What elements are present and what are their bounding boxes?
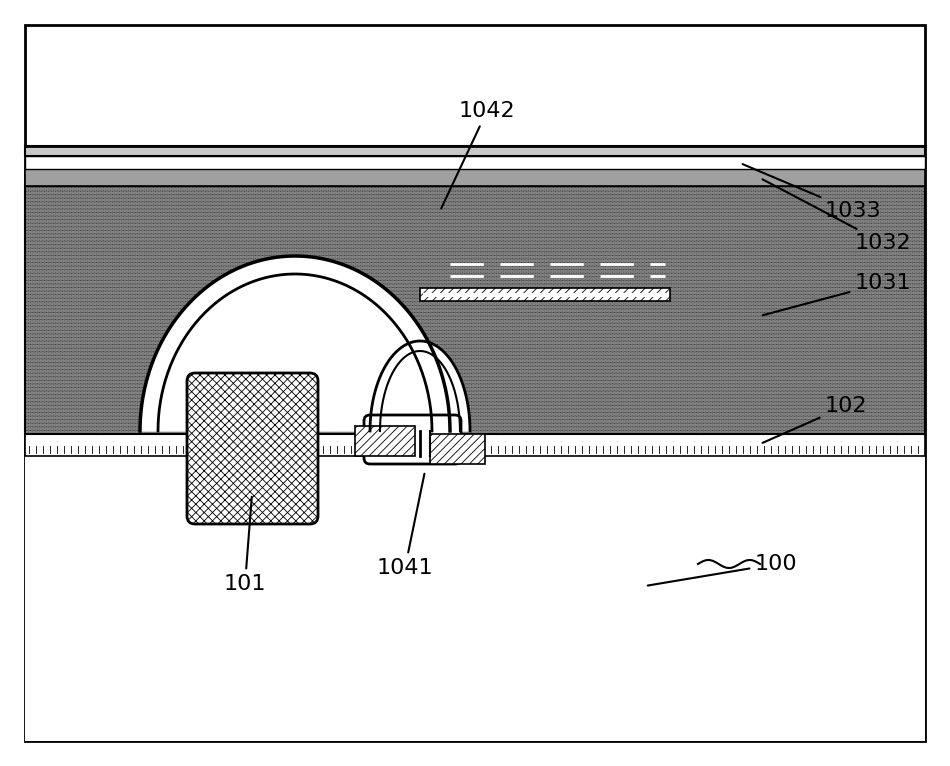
Bar (25, 186, 925, 434)
FancyBboxPatch shape (364, 415, 461, 464)
Polygon shape (140, 256, 450, 431)
Text: 1042: 1042 (441, 101, 515, 208)
Bar (25, 169, 925, 186)
Text: 1041: 1041 (377, 473, 433, 578)
Text: 1033: 1033 (743, 164, 882, 221)
Text: 102: 102 (763, 396, 867, 443)
FancyBboxPatch shape (187, 373, 318, 524)
Text: 1031: 1031 (763, 273, 912, 316)
Text: 100: 100 (648, 554, 798, 585)
Bar (25, 146, 925, 156)
Bar (25, 456, 925, 741)
Bar (25, 434, 925, 456)
Text: 1032: 1032 (763, 179, 912, 253)
Bar (355, 426, 415, 456)
Bar (420, 288, 670, 301)
Bar (430, 434, 485, 464)
Polygon shape (370, 341, 470, 431)
Bar (25, 156, 925, 169)
Text: 101: 101 (224, 497, 266, 594)
